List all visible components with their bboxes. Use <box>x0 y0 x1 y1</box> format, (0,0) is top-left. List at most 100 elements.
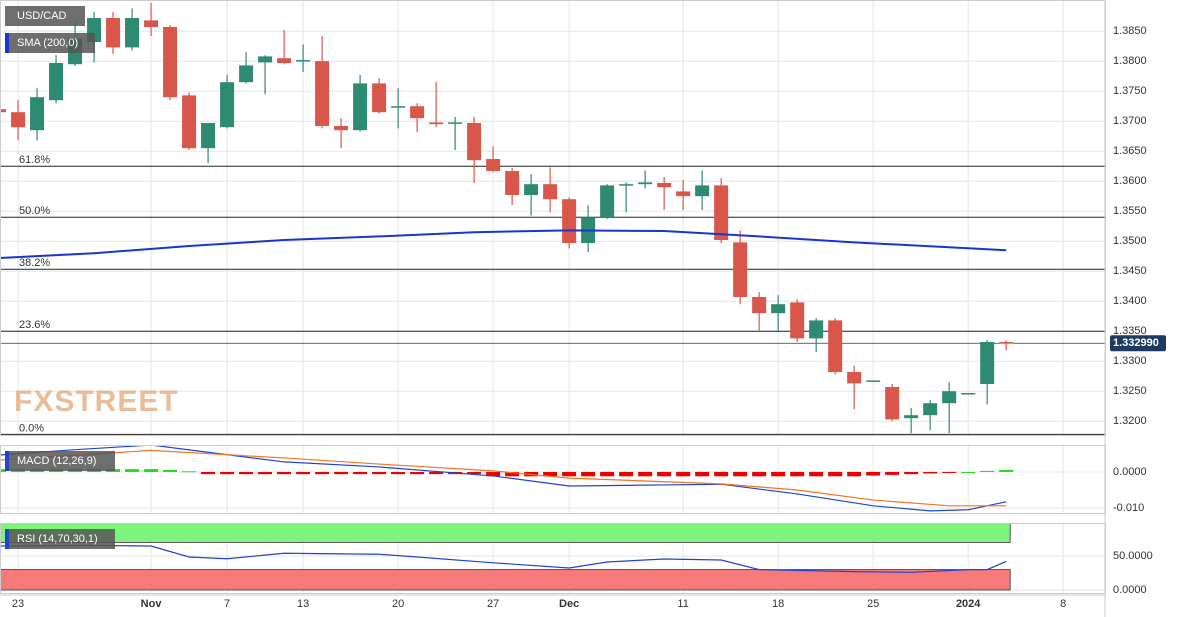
candle-body <box>733 242 748 297</box>
x-tick-label: 25 <box>867 598 879 610</box>
histogram-bar <box>733 471 748 477</box>
candle-body <box>486 159 501 171</box>
legend-title: MACD (12,26,9) <box>17 455 96 467</box>
x-tick-label: Dec <box>559 598 579 610</box>
histogram-bar <box>904 471 919 475</box>
y-tick-label: 1.3400 <box>1113 295 1147 307</box>
panel <box>0 445 1105 513</box>
candle-body <box>334 126 349 131</box>
candle-body <box>239 65 254 83</box>
candle-body <box>0 109 7 113</box>
y-tick-label: 1.3750 <box>1113 85 1147 97</box>
y-tick-label: 0.0000 <box>1113 466 1147 478</box>
candle-body <box>961 393 976 395</box>
candle-body <box>277 58 292 63</box>
y-tick-label: 1.3700 <box>1113 115 1147 127</box>
y-tick-label: 50.0000 <box>1113 550 1153 562</box>
histogram-bar <box>695 471 710 477</box>
x-tick-label: 20 <box>392 598 404 610</box>
legend-title: USD/CAD <box>17 10 67 22</box>
candle-body <box>543 184 558 200</box>
candle-body <box>429 122 444 125</box>
histogram-bar <box>125 469 140 472</box>
legend-box <box>5 6 85 26</box>
histogram-bar <box>277 471 292 475</box>
y-tick-label: 1.3550 <box>1113 205 1147 217</box>
candle-body <box>125 18 140 48</box>
histogram-bar <box>980 470 995 472</box>
histogram-bar <box>790 471 805 477</box>
histogram-bar <box>163 469 178 472</box>
histogram-bar <box>942 471 957 473</box>
candle-body <box>353 83 368 131</box>
histogram-bar <box>239 471 254 475</box>
histogram-bar <box>600 471 615 477</box>
candle-body <box>524 184 539 195</box>
x-tick-label: 11 <box>677 598 688 610</box>
histogram-bar <box>391 471 406 475</box>
histogram-bar <box>619 471 634 477</box>
histogram-bar <box>809 471 824 477</box>
histogram-bar <box>676 471 691 477</box>
candle-body <box>714 185 729 240</box>
histogram-bar <box>201 471 216 475</box>
fib-label: 38.2% <box>19 257 50 269</box>
fib-label: 0.0% <box>19 422 44 434</box>
legend-swatch <box>5 33 9 53</box>
legend-entry: SMA (200,0) <box>17 37 78 49</box>
candle-body <box>315 61 330 127</box>
candle-body <box>562 199 577 243</box>
histogram-bar <box>771 471 786 477</box>
y-tick-label: 1.3450 <box>1113 265 1147 277</box>
candle-body <box>467 123 482 161</box>
fib-label: 50.0% <box>19 205 50 217</box>
candle-body <box>657 183 672 188</box>
x-tick-label: 18 <box>772 598 784 610</box>
y-tick-label: 1.3250 <box>1113 385 1147 397</box>
y-tick-label: -0.010 <box>1113 502 1144 514</box>
candle-body <box>904 415 919 419</box>
candle-body <box>999 342 1014 344</box>
fib-label: 61.8% <box>19 154 50 166</box>
candle-body <box>258 56 273 63</box>
histogram-bar <box>885 471 900 475</box>
histogram-bar <box>372 471 387 475</box>
fib-label: 23.6% <box>19 319 50 331</box>
histogram-bar <box>296 471 311 475</box>
y-tick-label: 1.3600 <box>1113 175 1147 187</box>
histogram-bar <box>923 471 938 474</box>
candle-body <box>942 391 957 404</box>
histogram-bar <box>334 471 349 475</box>
candle-body <box>296 60 311 62</box>
histogram-bar <box>315 471 330 475</box>
histogram-bar <box>486 471 501 477</box>
histogram-bar <box>847 471 862 477</box>
histogram-bar <box>144 469 159 472</box>
candle-body <box>448 122 463 124</box>
histogram-bar <box>999 469 1014 472</box>
sma-line <box>0 229 1007 259</box>
x-tick-label: 8 <box>1060 598 1066 610</box>
histogram-bar <box>543 471 558 477</box>
legend-swatch <box>5 451 9 471</box>
x-tick-label: 2024 <box>956 598 981 610</box>
candle-body <box>410 106 425 119</box>
histogram-bar <box>828 471 843 477</box>
y-tick-label: 0.0000 <box>1113 584 1147 596</box>
candle-body <box>30 97 45 131</box>
histogram-bar <box>638 471 653 477</box>
candle-body <box>790 302 805 339</box>
histogram-bar <box>429 471 444 475</box>
candle-body <box>638 182 653 185</box>
histogram-bar <box>0 469 7 472</box>
rsi-line <box>0 544 1007 573</box>
candle-body <box>676 191 691 197</box>
candle-body <box>771 304 786 314</box>
candle-body <box>923 403 938 416</box>
legend-box <box>5 451 115 471</box>
candle-body <box>752 297 767 314</box>
candle-body <box>182 95 197 149</box>
histogram-bar <box>410 471 425 475</box>
